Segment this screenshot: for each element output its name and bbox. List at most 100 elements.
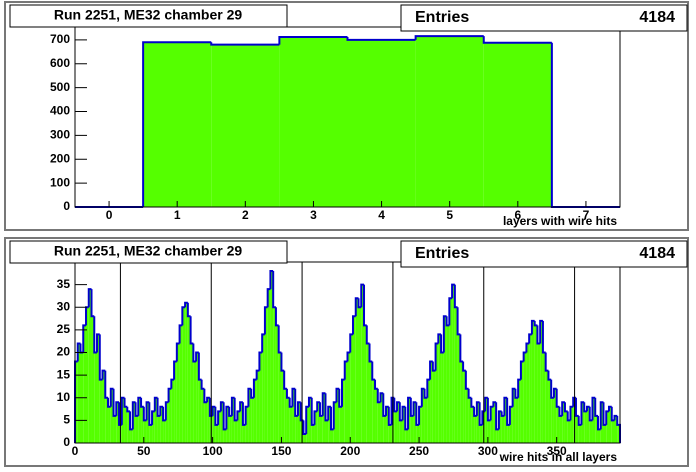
- bar: [234, 420, 238, 443]
- bar: [185, 302, 188, 443]
- bar: [570, 406, 574, 443]
- x-tick-label: 200: [340, 444, 360, 458]
- bar: [611, 420, 615, 443]
- bar: [284, 388, 287, 443]
- bar: [83, 325, 87, 443]
- bar: [586, 406, 590, 443]
- bar: [94, 352, 98, 443]
- bar: [275, 325, 279, 443]
- bar: [193, 361, 197, 443]
- bar: [476, 402, 480, 443]
- bar: [292, 388, 296, 443]
- bar: [157, 415, 161, 443]
- bar: [388, 424, 392, 443]
- y-tick-label: 20: [57, 345, 71, 359]
- bar: [589, 420, 593, 443]
- bar: [493, 402, 497, 443]
- bar: [405, 429, 409, 443]
- bar: [317, 402, 320, 443]
- bar: [231, 397, 235, 443]
- x-tick-label: 4: [378, 208, 385, 222]
- bar-outline: [278, 36, 348, 45]
- bar: [509, 406, 513, 443]
- bar: [369, 361, 373, 443]
- bar-outline: [414, 35, 484, 40]
- bar: [397, 402, 400, 443]
- bar: [211, 44, 280, 207]
- bar: [501, 415, 505, 443]
- bar: [264, 307, 268, 443]
- bar: [446, 325, 450, 443]
- bar: [262, 334, 265, 443]
- bar: [507, 424, 510, 443]
- y-tick-label: 30: [57, 299, 71, 313]
- frame: [74, 26, 621, 208]
- title-box: [9, 4, 288, 28]
- y-tick-label: 300: [50, 128, 70, 142]
- bar: [344, 361, 348, 443]
- bar: [319, 415, 323, 443]
- bar: [218, 411, 221, 443]
- bar: [130, 429, 133, 443]
- bar: [386, 406, 389, 443]
- bar: [441, 352, 444, 443]
- bar: [512, 388, 516, 443]
- bar: [542, 352, 546, 443]
- bar: [190, 343, 194, 443]
- bar: [253, 379, 257, 443]
- y-tick-label: 100: [50, 175, 70, 189]
- bar: [460, 361, 464, 443]
- bar: [529, 334, 532, 443]
- bar: [537, 343, 541, 443]
- bar: [154, 397, 158, 443]
- x-tick-label: 0: [72, 444, 79, 458]
- bar: [179, 325, 183, 443]
- bar: [562, 402, 565, 443]
- bar: [303, 433, 307, 443]
- bar: [198, 379, 202, 443]
- bar: [174, 361, 177, 443]
- bar: [187, 316, 191, 443]
- bar: [152, 411, 155, 443]
- bar-outline: [142, 41, 212, 207]
- x-tick-label: 250: [409, 444, 429, 458]
- stats-label: Entries: [415, 9, 469, 26]
- y-tick-label: 500: [50, 80, 70, 94]
- bar: [273, 307, 276, 443]
- bar: [358, 307, 362, 443]
- bar: [394, 411, 398, 443]
- bar: [603, 424, 607, 443]
- bar: [124, 406, 128, 443]
- bar: [383, 415, 387, 443]
- bar: [99, 379, 103, 443]
- x-axis-label: layers with wire hits: [503, 214, 617, 228]
- bar: [75, 361, 78, 443]
- bar: [427, 379, 431, 443]
- bar: [443, 316, 447, 443]
- bar: [308, 397, 312, 443]
- bar: [330, 429, 334, 443]
- bar: [102, 370, 106, 443]
- bar: [454, 307, 458, 443]
- bar: [242, 424, 246, 443]
- bar: [410, 415, 414, 443]
- bar: [487, 420, 491, 443]
- bar: [138, 397, 142, 443]
- stats-box: [400, 4, 688, 32]
- bar: [270, 271, 274, 443]
- bar: [402, 406, 406, 443]
- bar: [377, 402, 381, 443]
- bar: [559, 415, 563, 443]
- y-tick-label: 5: [63, 413, 70, 427]
- bar: [333, 402, 337, 443]
- bar: [116, 402, 120, 443]
- x-tick-label: 100: [203, 444, 223, 458]
- bar: [267, 289, 271, 443]
- bar: [556, 406, 560, 443]
- bar: [226, 406, 230, 443]
- bar: [457, 334, 461, 443]
- y-tick-label: 10: [57, 390, 71, 404]
- bar: [490, 406, 494, 443]
- bar: [496, 429, 499, 443]
